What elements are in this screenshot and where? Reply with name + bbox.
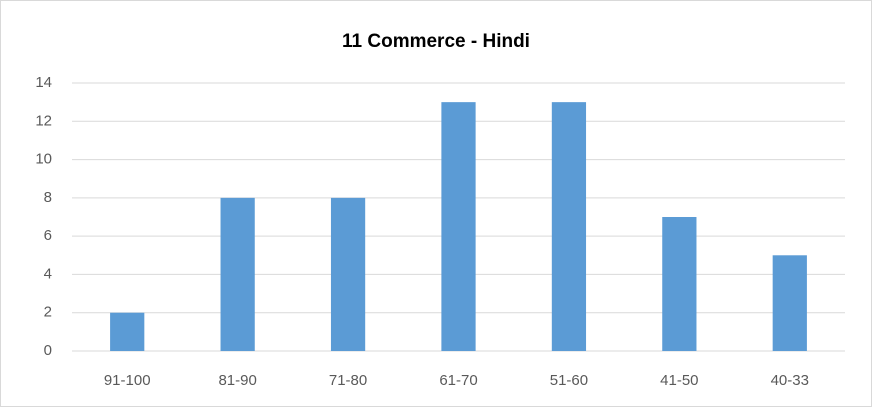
bar <box>441 102 476 352</box>
x-tick-label: 41-50 <box>660 372 698 389</box>
bar <box>330 197 366 351</box>
x-tick-label: 61-70 <box>439 372 477 389</box>
x-tick-label: 81-90 <box>218 372 256 389</box>
x-tick-label: 51-60 <box>550 372 588 389</box>
y-tick-label: 14 <box>35 74 52 91</box>
y-tick-label: 2 <box>44 304 52 321</box>
y-tick-label: 0 <box>44 342 52 359</box>
y-tick-label: 8 <box>44 189 52 206</box>
y-tick-label: 12 <box>35 112 52 129</box>
y-tick-label: 4 <box>44 265 52 282</box>
bar <box>110 312 145 351</box>
y-tick-label: 6 <box>44 227 52 244</box>
bar <box>551 102 587 352</box>
bar <box>662 217 697 351</box>
x-tick-label: 71-80 <box>329 372 367 389</box>
bar <box>772 255 807 351</box>
x-tick-label: 91-100 <box>104 372 151 389</box>
x-tick-label: 40-33 <box>771 372 809 389</box>
y-tick-label: 10 <box>35 151 52 168</box>
bar <box>220 197 255 351</box>
chart-title: 11 Commerce - Hindi <box>342 31 530 52</box>
